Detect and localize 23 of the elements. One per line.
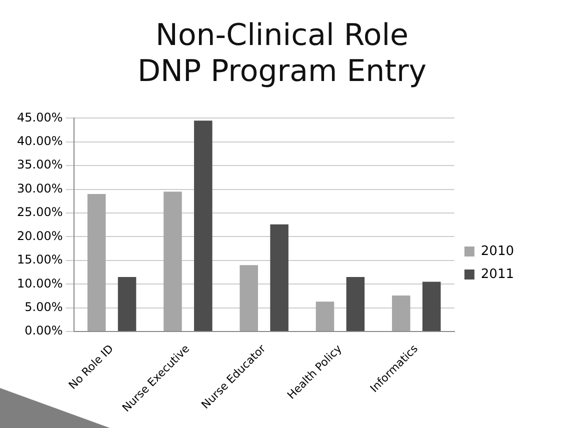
- y-tick-label: 5.00%: [24, 300, 63, 314]
- y-tick-label: 25.00%: [16, 205, 63, 220]
- y-tick-label: 20.00%: [16, 228, 63, 243]
- legend-label: 2011: [480, 266, 514, 282]
- bar: [118, 277, 136, 332]
- bar: [346, 277, 365, 332]
- bar: [270, 224, 288, 332]
- y-tick-label: 10.00%: [16, 276, 63, 290]
- y-tick-label: 45.00%: [16, 110, 63, 124]
- bar: [392, 296, 410, 332]
- bar: [316, 302, 334, 332]
- bar: [87, 194, 106, 332]
- bar: [422, 282, 441, 332]
- chart-title: Non-Clinical Role DNP Program Entry: [136, 18, 428, 90]
- y-tick-label: 40.00%: [16, 134, 63, 148]
- bar: [164, 192, 182, 332]
- legend-label: 2010: [480, 244, 514, 259]
- y-tick-label: 30.00%: [16, 181, 63, 196]
- bar: [194, 120, 212, 332]
- y-tick-label: 15.00%: [16, 252, 63, 267]
- bar: [240, 265, 258, 332]
- y-tick-label: 35.00%: [16, 158, 63, 172]
- y-tick-label: 0.00%: [24, 324, 63, 338]
